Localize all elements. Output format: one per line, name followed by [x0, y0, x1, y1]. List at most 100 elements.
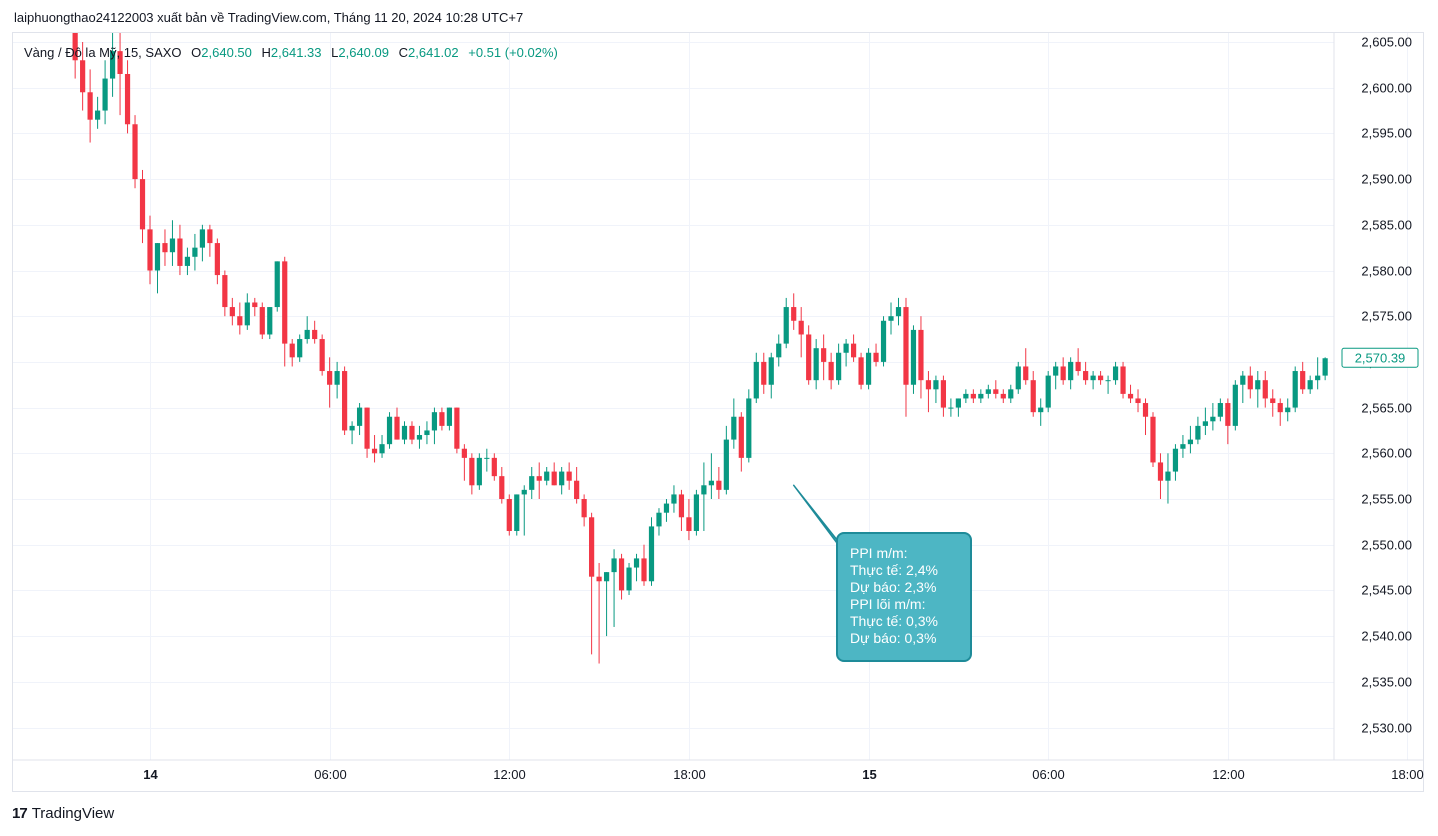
candle: [798, 307, 804, 358]
candle: [1083, 361, 1089, 385]
candle-body: [1270, 398, 1276, 404]
candle: [117, 33, 123, 116]
candle: [1023, 348, 1029, 385]
candle: [192, 233, 198, 271]
price-tick-label: 2,605.00: [1361, 35, 1412, 50]
candle: [80, 42, 86, 111]
price-tick-label: 2,565.00: [1361, 401, 1412, 416]
candle-body: [940, 380, 947, 408]
candle-body: [371, 448, 378, 454]
candle-body: [701, 485, 707, 495]
candle-body: [1030, 380, 1036, 413]
candle-body: [252, 302, 258, 308]
candle-body: [1053, 366, 1059, 376]
candle: [1315, 357, 1321, 390]
candle: [252, 297, 258, 317]
candle-body: [925, 380, 932, 390]
candle-body: [686, 517, 692, 531]
callout-line: Thực tế: 0,3%: [850, 613, 938, 629]
candle-body: [1217, 403, 1223, 417]
candle-body: [1292, 371, 1298, 408]
candle: [753, 352, 759, 404]
time-tick-label: 06:00: [1032, 767, 1065, 782]
price-tick-label: 2,545.00: [1361, 583, 1412, 598]
candle: [1015, 361, 1021, 394]
change-value: +0.51 (+0.02%): [468, 45, 558, 60]
candle-body: [394, 416, 400, 440]
candle-body: [1060, 366, 1066, 381]
candle: [439, 407, 445, 431]
candle: [461, 444, 467, 481]
callout-line: PPI m/m:: [850, 545, 908, 561]
time-tick-label: 06:00: [314, 767, 347, 782]
ohlc-legend: Vàng / Đô la Mỹ, 15, SAXO O2,640.50 H2,6…: [24, 45, 558, 60]
candle: [476, 453, 482, 490]
candle-body: [813, 348, 819, 381]
candle-body: [633, 558, 640, 568]
candle: [1165, 453, 1171, 504]
candle: [716, 467, 722, 499]
candle: [738, 412, 744, 472]
callout-line: Dự báo: 2,3%: [850, 579, 936, 595]
tradingview-brand[interactable]: 17 TradingView: [12, 805, 114, 822]
candle-body: [476, 457, 482, 486]
price-tick-label: 2,580.00: [1361, 264, 1412, 279]
candle: [1075, 348, 1081, 376]
candle: [559, 467, 565, 495]
candle-body: [1023, 366, 1029, 381]
candle: [124, 60, 131, 134]
candle: [1097, 371, 1104, 385]
candle-body: [678, 494, 685, 518]
price-axis[interactable]: 2,605.00 2,600.00 2,595.00 2,590.00 2,585.00…: [1333, 33, 1412, 760]
candle-body: [1112, 366, 1119, 381]
candle-body: [648, 526, 655, 582]
candle-body: [521, 489, 527, 495]
close-value: 2,641.02: [408, 45, 459, 60]
candle-body: [589, 517, 595, 577]
candle: [574, 467, 580, 504]
candle: [551, 462, 557, 486]
candle-body: [843, 343, 849, 353]
candle: [544, 467, 550, 486]
candle: [761, 352, 767, 394]
candle: [708, 453, 714, 499]
price-tick-label: 2,600.00: [1361, 81, 1412, 96]
candle: [918, 316, 924, 399]
candle: [207, 224, 213, 257]
candle: [813, 339, 819, 390]
candle: [364, 407, 370, 458]
candle: [1053, 361, 1059, 390]
candle: [1157, 453, 1164, 499]
candle: [618, 553, 625, 600]
candle: [154, 243, 161, 294]
candle-body: [282, 261, 288, 344]
candle-body: [95, 110, 101, 120]
candle: [596, 562, 602, 664]
candle-body: [993, 389, 999, 394]
candle-body: [753, 361, 759, 399]
candle-body: [828, 361, 834, 381]
candle: [978, 389, 984, 404]
candle: [222, 270, 228, 317]
tradingview-logo-icon: 17: [12, 805, 28, 822]
candle-body: [716, 480, 722, 490]
candle: [1270, 389, 1276, 417]
candle: [1060, 357, 1066, 385]
candle: [791, 293, 797, 330]
candle: [873, 343, 879, 367]
time-axis[interactable]: 14 06:00 12:00 18:00 15 06:00 12:00 18:00: [13, 759, 1424, 782]
candle: [1030, 371, 1036, 417]
candle: [1210, 403, 1216, 431]
ppi-annotation-callout[interactable]: PPI m/m:Thực tế: 2,4%Dự báo: 2,3%PPI lõi…: [792, 484, 972, 662]
candle: [282, 256, 288, 367]
candle: [701, 462, 707, 531]
candle: [656, 508, 662, 536]
candle: [536, 462, 542, 499]
candle: [229, 297, 235, 326]
candle-body: [1127, 393, 1134, 399]
candle-body: [1068, 361, 1074, 381]
candle-body: [1315, 375, 1321, 381]
candle-body: [461, 448, 467, 458]
price-tick-label: 2,550.00: [1361, 538, 1412, 553]
